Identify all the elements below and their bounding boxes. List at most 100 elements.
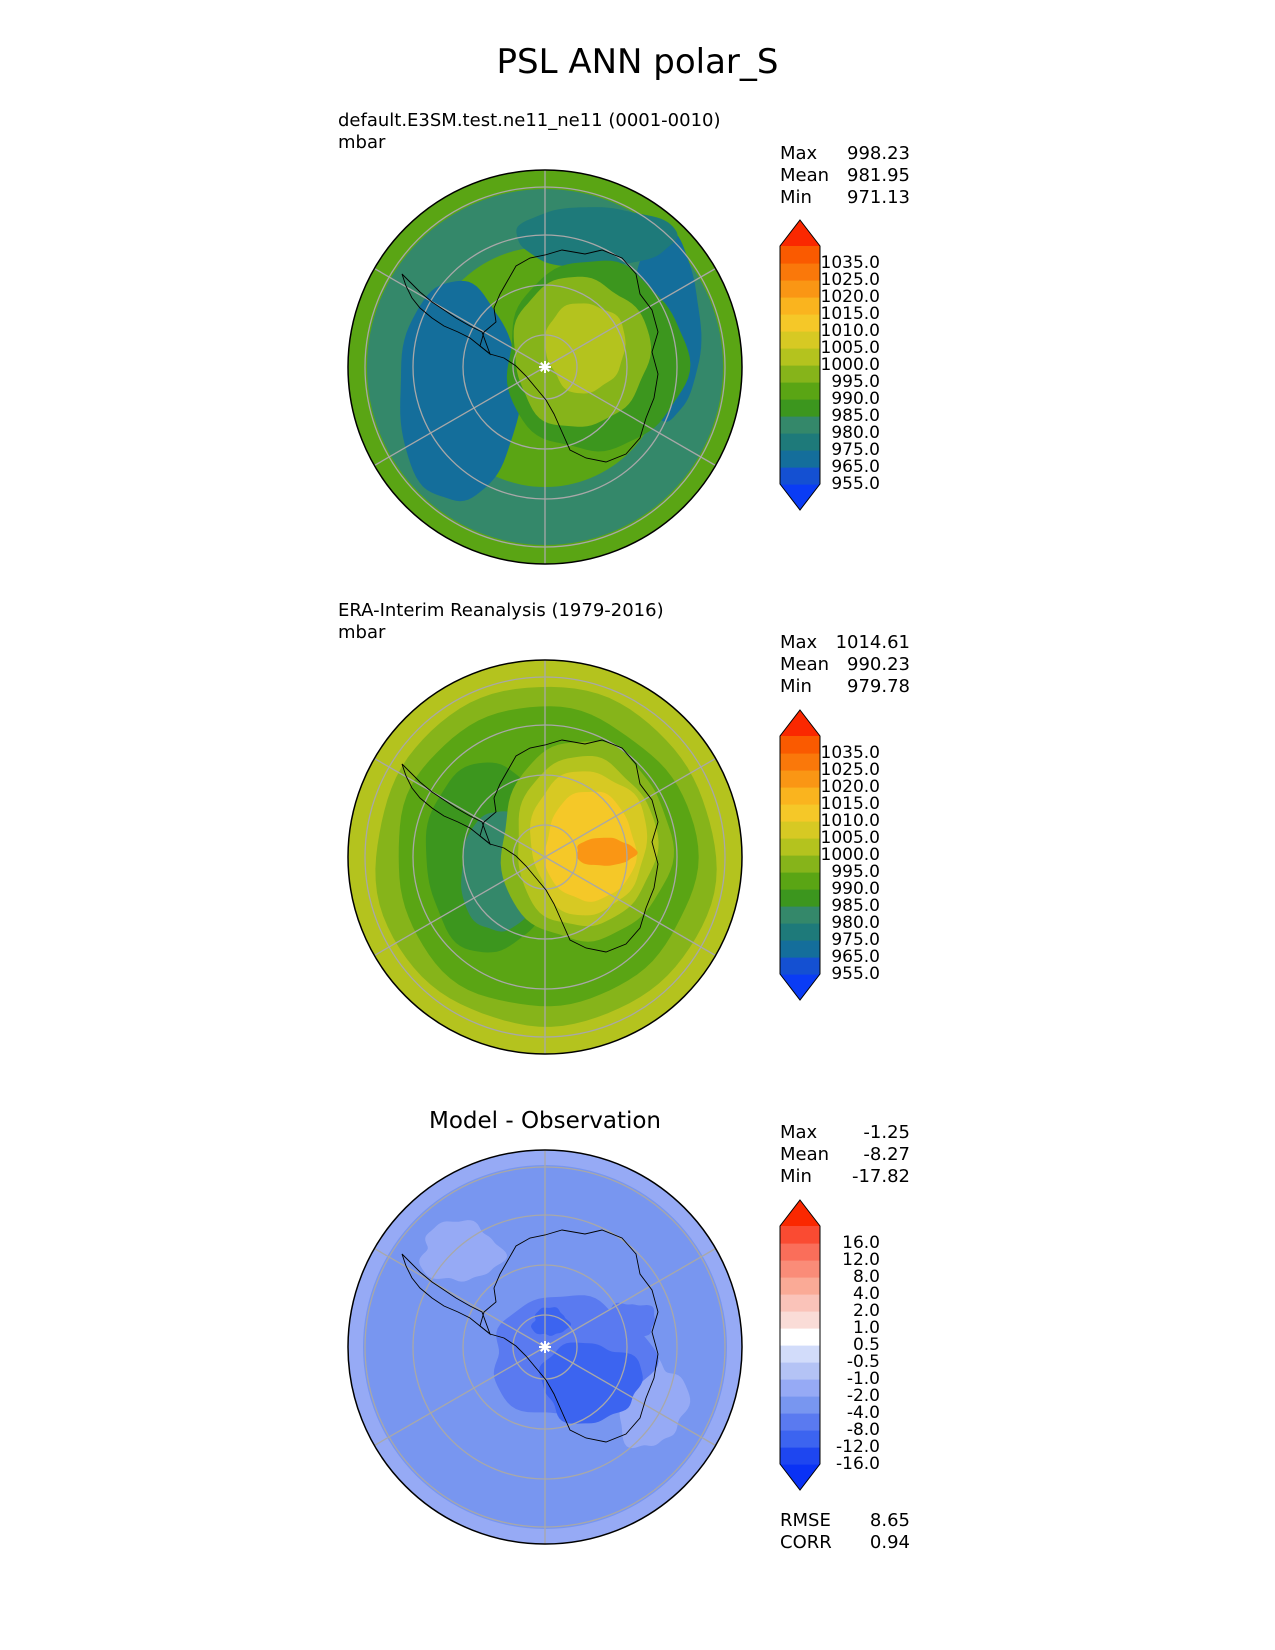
colorbar-segment	[780, 1243, 820, 1261]
stat-value: 998.23	[847, 143, 910, 164]
colorbar-segment	[780, 872, 820, 890]
stat-row-min: Min 979.78	[780, 676, 910, 698]
stat-label: Max	[780, 632, 818, 653]
colorbar-tick-label: 1000.0	[820, 845, 880, 865]
colorbar-tick-label: 980.0	[831, 913, 880, 933]
panel-reference-colorbar-labels: 1035.0 1025.0 1020.0 1015.0 1010.0 1005.0 1000…	[790, 710, 880, 1005]
colorbar-tick-label: 1015.0	[820, 304, 880, 324]
graticule	[364, 1150, 726, 1544]
colorbar-tick-label: 1010.0	[820, 321, 880, 341]
colorbar-tick-label: 1020.0	[820, 777, 880, 797]
colorbar-tick-label: 975.0	[831, 930, 880, 950]
stat-row-max: Max 1014.61	[780, 632, 910, 654]
colorbar-tick-label: 965.0	[831, 457, 880, 477]
stat-label: Max	[780, 1122, 818, 1143]
stat-label: Mean	[780, 1144, 830, 1165]
stat-row-min: Min -17.82	[780, 1166, 910, 1188]
colorbar-extend-min	[780, 974, 820, 1000]
antarctica-coastline	[401, 249, 659, 463]
colorbar-tick-label: 1000.0	[820, 355, 880, 375]
stat-value: -1.25	[863, 1122, 910, 1143]
colorbar-tick-label: 16.0	[842, 1233, 880, 1253]
colorbar-segment	[780, 399, 820, 417]
panel-reference-stats: Max 1014.61 Mean 990.23 Min 979.78	[780, 632, 910, 698]
stat-row-mean: Mean 981.95	[780, 165, 910, 187]
colorbar-tick-label: 975.0	[831, 440, 880, 460]
panel-test-colorbar	[779, 219, 821, 511]
stat-row-mean: Mean -8.27	[780, 1144, 910, 1166]
colorbar-segment	[780, 770, 820, 788]
colorbar-tick-label: 955.0	[831, 474, 880, 494]
colorbar-extend-min	[780, 484, 820, 510]
colorbar-segment	[780, 263, 820, 281]
colorbar-tick-label: 995.0	[831, 372, 880, 392]
colorbar-segment	[780, 906, 820, 924]
colorbar-segment	[780, 1260, 820, 1278]
contour-level	[576, 837, 638, 866]
colorbar-segment	[780, 1379, 820, 1397]
stat-label: Min	[780, 676, 812, 697]
panel-test-stats: Max 998.23 Mean 981.95 Min 971.13	[780, 143, 910, 209]
colorbar-tick-label: 1025.0	[820, 270, 880, 290]
panel-reference-name: ERA-Interim Reanalysis (1979-2016)	[338, 600, 664, 621]
colorbar-tick-label: -8.0	[846, 1420, 880, 1440]
colorbar-tick-label: 1005.0	[820, 338, 880, 358]
stat-value: 8.65	[869, 1510, 910, 1531]
stat-row-mean: Mean 990.23	[780, 654, 910, 676]
colorbar-tick-label: -4.0	[846, 1403, 880, 1423]
pole-marker	[539, 361, 551, 373]
colorbar-segment	[780, 467, 820, 485]
colorbar-tick-label: 1.0	[852, 1318, 880, 1338]
colorbar-extend-max	[780, 220, 820, 246]
stat-label: Min	[780, 187, 812, 208]
antarctica-coastline	[401, 739, 659, 953]
colorbar-segment	[780, 1362, 820, 1380]
colorbar-tick-label: 4.0	[852, 1284, 880, 1304]
panel-difference-footer-stats: RMSE 8.65 CORR 0.94	[780, 1510, 910, 1554]
pressure-field	[348, 660, 742, 1054]
stat-row-rmse: RMSE 8.65	[780, 1510, 910, 1532]
stat-value: -17.82	[851, 1166, 910, 1187]
antarctica-coastline	[401, 1229, 659, 1443]
colorbar-segment	[780, 1345, 820, 1363]
colorbar-tick-label: -1.0	[846, 1369, 880, 1389]
colorbar-tick-label: 990.0	[831, 879, 880, 899]
colorbar-segment	[780, 450, 820, 468]
colorbar-tick-label: 1005.0	[820, 828, 880, 848]
pole-marker	[539, 1341, 551, 1353]
colorbar-tick-label: 1025.0	[820, 760, 880, 780]
colorbar-segment	[780, 923, 820, 941]
panel-test-colorbar-labels: 1035.0 1025.0 1020.0 1015.0 1010.0 1005.0 1000…	[790, 220, 880, 515]
colorbar-tick-label: -2.0	[846, 1386, 880, 1406]
contour-level	[603, 1302, 655, 1345]
contour-level	[516, 207, 678, 268]
contour-level	[531, 1307, 571, 1336]
colorbar-segment	[780, 753, 820, 771]
colorbar-segment	[780, 1277, 820, 1295]
pressure-field	[348, 170, 742, 564]
colorbar-segment	[780, 736, 820, 754]
stat-value: 0.94	[869, 1532, 910, 1553]
colorbar-segment	[780, 855, 820, 873]
panel-difference-colorbar	[779, 1199, 821, 1491]
stat-value: 971.13	[847, 187, 910, 208]
colorbar-tick-label: 1010.0	[820, 811, 880, 831]
colorbar-segment	[780, 314, 820, 332]
colorbar-tick-label: 965.0	[831, 947, 880, 967]
colorbar-outline	[779, 219, 821, 511]
colorbar-segment	[780, 297, 820, 315]
colorbar-segment	[780, 1413, 820, 1431]
stat-value: 981.95	[847, 165, 910, 186]
colorbar-segment	[780, 1396, 820, 1414]
colorbar-tick-label: 985.0	[831, 406, 880, 426]
stat-value: 979.78	[847, 676, 910, 697]
panel-test-units: mbar	[338, 132, 386, 153]
contour-level	[544, 303, 626, 394]
colorbar-tick-label: 955.0	[831, 964, 880, 984]
colorbar-segment	[780, 804, 820, 822]
colorbar-tick-label: 12.0	[842, 1250, 880, 1270]
stat-row-max: Max -1.25	[780, 1122, 910, 1144]
colorbar-outline	[779, 1199, 821, 1491]
colorbar-tick-label: 985.0	[831, 896, 880, 916]
figure-title: PSL ANN polar_S	[496, 42, 779, 82]
